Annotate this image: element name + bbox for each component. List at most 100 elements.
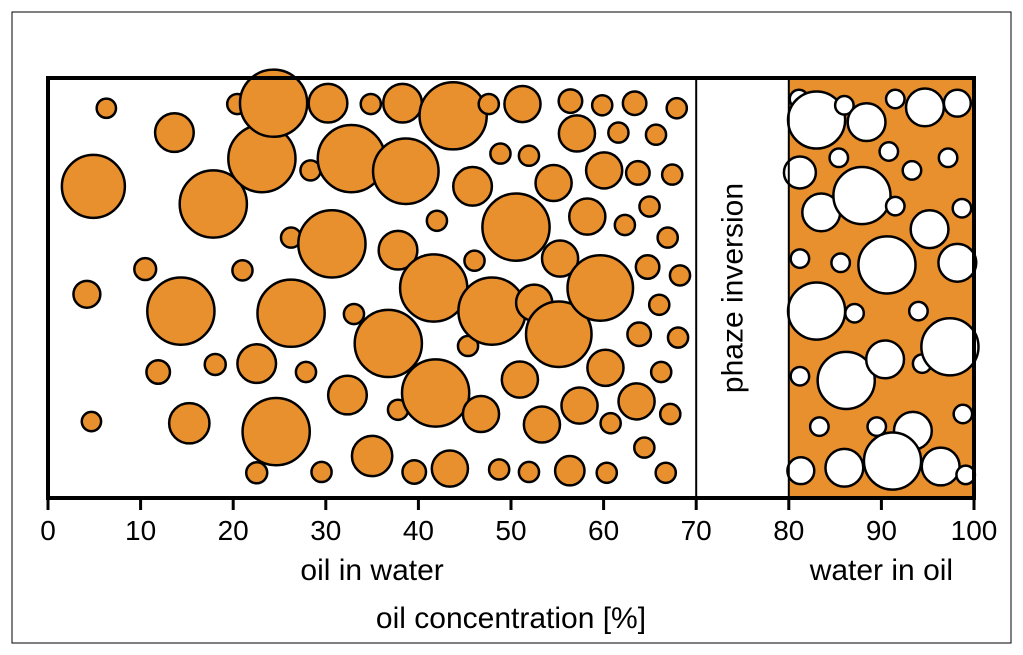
oil-droplet xyxy=(82,412,101,431)
x-axis-label: oil concentration [%] xyxy=(376,602,646,635)
oil-droplet xyxy=(561,388,597,424)
oil-droplet xyxy=(464,251,484,271)
oil-droplet xyxy=(361,94,381,114)
water-droplet xyxy=(810,417,828,435)
x-tick-label: 30 xyxy=(310,515,341,546)
oil-droplet xyxy=(420,82,487,149)
oil-droplet xyxy=(667,98,687,118)
oil-droplet xyxy=(73,281,100,308)
oil-droplet xyxy=(519,462,539,482)
x-tick-label: 0 xyxy=(40,515,56,546)
water-droplet xyxy=(906,89,944,127)
water-droplet xyxy=(845,304,863,322)
oil-droplet xyxy=(504,86,540,122)
oil-droplet xyxy=(232,260,252,280)
water-droplet xyxy=(909,302,927,320)
water-droplet xyxy=(833,167,890,224)
oil-droplet xyxy=(146,360,170,384)
oil-droplet xyxy=(458,278,525,345)
oil-droplet xyxy=(296,362,316,382)
oil-droplet xyxy=(662,165,682,185)
oil-droplet xyxy=(383,84,422,123)
oil-droplet xyxy=(432,451,468,487)
oil-droplet xyxy=(592,95,612,115)
oil-droplet xyxy=(463,396,499,432)
oil-droplet xyxy=(355,310,422,377)
water-droplet xyxy=(938,244,976,282)
oil-droplet xyxy=(352,436,392,476)
water-droplet xyxy=(831,254,849,272)
x-tick-label: 90 xyxy=(866,515,897,546)
oil-droplet xyxy=(569,199,605,235)
oil-droplet xyxy=(627,322,651,346)
emulsion-diagram: 0102030405060708090100oil in waterwater … xyxy=(0,0,1023,655)
oil-droplet xyxy=(482,194,549,261)
oil-droplet xyxy=(597,463,617,483)
water-droplet xyxy=(787,457,814,484)
oil-droplet xyxy=(134,258,156,280)
region-label-left: oil in water xyxy=(300,554,443,587)
oil-droplet xyxy=(646,125,666,145)
water-droplet xyxy=(903,161,921,179)
oil-droplet xyxy=(651,362,671,382)
oil-droplet xyxy=(147,278,214,345)
oil-droplet xyxy=(479,94,499,114)
oil-droplet xyxy=(237,344,276,383)
oil-droplet xyxy=(559,115,595,151)
x-tick-label: 10 xyxy=(125,515,156,546)
oil-droplet xyxy=(586,152,622,188)
x-tick-label: 40 xyxy=(403,515,434,546)
oil-droplet xyxy=(169,403,209,443)
water-droplet xyxy=(921,318,978,375)
oil-droplet xyxy=(587,350,623,386)
oil-droplet xyxy=(559,89,583,113)
region-label-right: water in oil xyxy=(809,554,953,587)
oil-droplet xyxy=(155,113,194,152)
oil-droplet xyxy=(536,165,572,201)
water-droplet xyxy=(944,90,971,117)
water-droplet xyxy=(922,448,960,486)
oil-droplet xyxy=(243,398,310,465)
water-droplet xyxy=(866,341,904,379)
oil-droplet xyxy=(402,460,426,484)
water-droplet xyxy=(864,432,921,489)
oil-droplet xyxy=(427,211,447,231)
x-tick-label: 20 xyxy=(218,515,249,546)
water-droplet xyxy=(954,405,972,423)
oil-droplet xyxy=(656,463,676,483)
oil-droplet xyxy=(619,383,655,419)
oil-droplet xyxy=(649,295,669,315)
oil-droplet xyxy=(373,138,439,204)
oil-droplet xyxy=(626,161,650,185)
oil-droplet xyxy=(519,146,539,166)
phase-inversion-label: phaze inversion xyxy=(717,183,750,393)
oil-droplet xyxy=(453,167,492,206)
water-droplet xyxy=(953,199,971,217)
oil-droplet xyxy=(205,354,226,375)
oil-droplet xyxy=(623,91,647,115)
water-droplet xyxy=(939,149,957,167)
oil-droplet xyxy=(344,304,364,324)
water-droplet xyxy=(880,142,898,160)
oil-droplet xyxy=(298,210,365,277)
oil-droplet xyxy=(97,99,116,118)
oil-droplet xyxy=(634,438,654,458)
oil-droplet xyxy=(257,280,324,347)
oil-droplet xyxy=(568,255,634,321)
water-droplet xyxy=(788,283,845,340)
oil-droplet xyxy=(555,456,584,485)
water-droplet xyxy=(858,236,915,293)
oil-droplet xyxy=(668,327,688,347)
water-droplet xyxy=(886,197,904,215)
oil-droplet xyxy=(246,462,267,483)
oil-droplet xyxy=(608,123,628,143)
oil-droplet xyxy=(660,404,680,424)
oil-droplet xyxy=(670,265,690,285)
oil-droplet xyxy=(489,459,509,479)
x-tick-label: 60 xyxy=(588,515,619,546)
oil-droplet xyxy=(502,362,538,398)
oil-droplet xyxy=(402,359,469,426)
x-tick-label: 70 xyxy=(681,515,712,546)
oil-droplet xyxy=(639,196,659,216)
water-droplet xyxy=(848,103,886,141)
